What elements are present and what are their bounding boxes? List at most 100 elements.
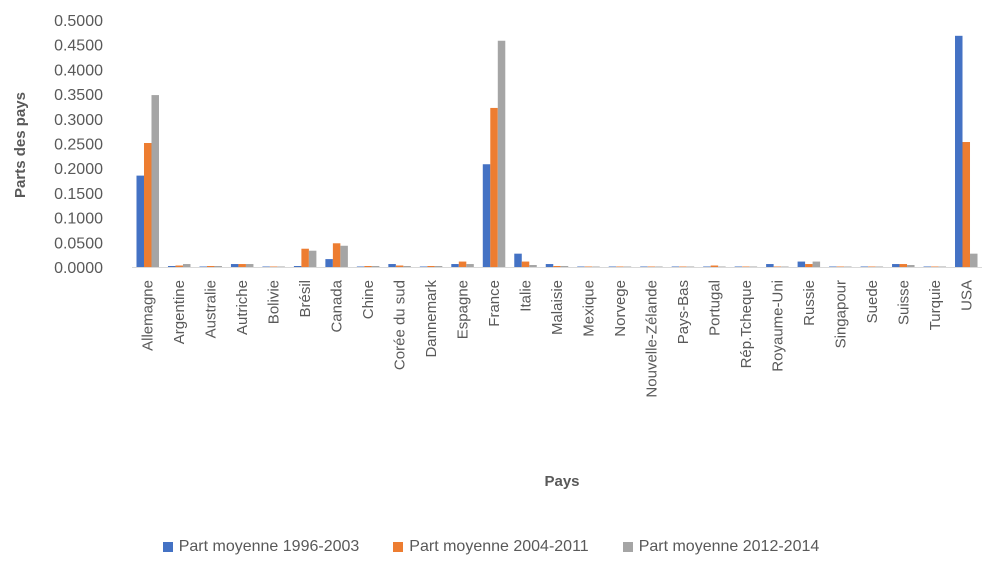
bar [340,245,348,267]
x-axis-ticks: Allemagne Argentine Australie Autriche Boliv… [140,279,976,397]
bar [553,266,561,267]
x-tick-label: Canada [329,279,346,332]
y-tick-label: 0.2000 [54,161,103,178]
x-axis-title: Pays [544,473,579,490]
bar [388,264,396,267]
bar [325,259,333,267]
y-tick-label: 0.0000 [54,260,103,277]
bar [458,261,467,267]
bar [395,265,404,267]
bar [892,264,900,267]
legend-label: Part moyenne 2004-2011 [409,538,589,555]
x-tick-label: Norvege [612,280,629,337]
x-tick-label: Espagne [455,280,472,339]
x-tick-label: France [486,280,503,327]
y-axis-title: Parts des pays [12,92,29,198]
bar [797,261,806,267]
bar [805,264,813,267]
bar [182,264,191,267]
x-tick-label: Argentine [171,280,188,344]
bar [514,253,522,267]
bar [364,266,372,267]
x-tick-label: Autriche [234,280,251,335]
x-tick-label: Royaume-Uni [769,280,786,372]
bar [403,266,411,267]
x-tick-label: Rép.Tcheque [738,280,755,368]
x-tick-label: Mexique [580,280,597,337]
bar [301,248,309,267]
bar [497,40,506,267]
y-axis-ticks: 0.0000 0.0500 0.1000 0.1500 0.2000 0.2500 0.30… [54,13,103,277]
bar [710,265,719,267]
x-tick-label: Italie [518,280,535,312]
bar [970,253,978,267]
legend-item: Part moyenne 2004-2011 [393,538,589,556]
x-tick-label: Nouvelle-Zélande [643,280,660,398]
bar [466,264,474,267]
x-tick-label: Russie [801,280,818,326]
y-tick-label: 0.3000 [54,112,103,129]
legend: Part moyenne 1996-2003 Part moyenne 2004-… [0,538,982,556]
x-tick-label: Australie [203,280,220,338]
x-tick-label: Brésil [297,280,314,318]
y-tick-label: 0.0500 [54,235,103,252]
bar [560,266,569,267]
bar [230,264,239,267]
bar [529,265,537,267]
legend-swatch [393,542,404,552]
x-tick-label: Suede [864,280,881,323]
y-tick-label: 0.2500 [54,137,103,154]
bar [167,266,176,267]
y-tick-label: 0.4500 [54,38,103,55]
bar [812,261,821,267]
bar [955,35,963,267]
bar [238,264,246,267]
bar [962,142,971,267]
bar [545,264,554,267]
bar [206,266,215,267]
legend-item: Part moyenne 1996-2003 [162,538,360,556]
bar [766,264,774,267]
bar [427,266,435,267]
bar [521,261,530,267]
bar [136,175,144,267]
bar [451,264,459,267]
x-tick-label: Pays-Bas [675,280,692,344]
bar [245,264,254,267]
x-tick-label: Chine [360,280,377,319]
bar [214,266,222,267]
bar [151,95,159,267]
bar [332,243,341,267]
legend-label: Part moyenne 2012-2014 [638,538,820,555]
bar [308,250,317,267]
x-tick-label: Portugal [706,280,723,336]
bar [899,264,908,267]
legend-item: Part moyenne 2012-2014 [622,538,820,556]
legend-label: Part moyenne 1996-2003 [178,538,360,555]
bar [371,266,380,267]
bar [490,107,498,267]
bar [907,265,915,267]
x-tick-label: Singapour [832,280,849,348]
legend-swatch [162,542,173,552]
x-tick-label: Dannemark [423,280,440,358]
x-tick-label: Bolivie [266,280,283,324]
legend-swatch [622,542,633,552]
bar [143,143,152,267]
y-tick-label: 0.3500 [54,87,103,104]
x-tick-label: Malaisie [549,280,566,335]
bar [175,265,183,267]
x-tick-label: Allemagne [140,280,157,351]
y-tick-label: 0.4000 [54,62,103,79]
bars [136,35,978,267]
y-tick-label: 0.5000 [54,13,103,30]
x-tick-label: USA [958,280,975,311]
y-tick-label: 0.1000 [54,211,103,228]
y-tick-label: 0.1500 [54,186,103,203]
bar [293,266,302,267]
x-tick-label: Turquie [927,280,944,330]
x-tick-label: Corée du sud [392,280,409,370]
bar [434,266,443,267]
bar [482,164,491,267]
